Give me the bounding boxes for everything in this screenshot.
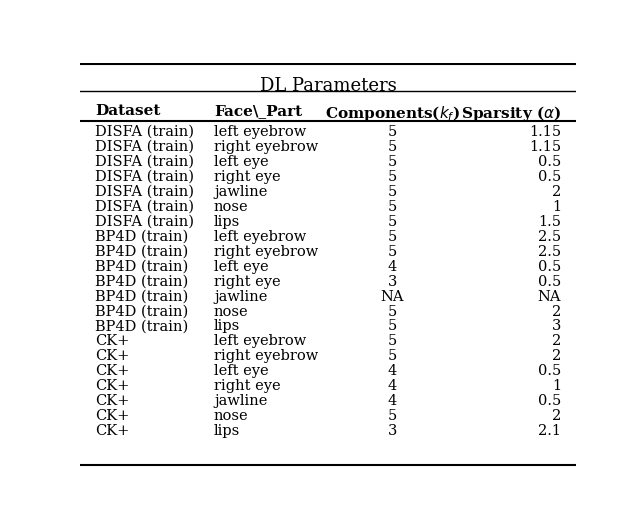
- Text: 5: 5: [388, 245, 397, 259]
- Text: 1.5: 1.5: [538, 215, 561, 229]
- Text: right eyebrow: right eyebrow: [214, 245, 318, 259]
- Text: right eyebrow: right eyebrow: [214, 349, 318, 363]
- Text: 5: 5: [388, 305, 397, 319]
- Text: 5: 5: [388, 199, 397, 214]
- Text: 5: 5: [388, 335, 397, 349]
- Text: left eye: left eye: [214, 259, 269, 274]
- Text: DISFA (train): DISFA (train): [95, 215, 194, 229]
- Text: 0.5: 0.5: [538, 365, 561, 378]
- Text: Face\_Part: Face\_Part: [214, 104, 302, 118]
- Text: 0.5: 0.5: [538, 394, 561, 408]
- Text: 0.5: 0.5: [538, 170, 561, 184]
- Text: BP4D (train): BP4D (train): [95, 319, 188, 333]
- Text: 2: 2: [552, 335, 561, 349]
- Text: left eye: left eye: [214, 155, 269, 169]
- Text: 5: 5: [388, 229, 397, 244]
- Text: 2: 2: [552, 305, 561, 319]
- Text: CK+: CK+: [95, 424, 129, 438]
- Text: lips: lips: [214, 215, 240, 229]
- Text: Sparsity ($\alpha$): Sparsity ($\alpha$): [461, 104, 561, 123]
- Text: Dataset: Dataset: [95, 104, 160, 118]
- Text: jawline: jawline: [214, 185, 268, 199]
- Text: CK+: CK+: [95, 335, 129, 349]
- Text: right eye: right eye: [214, 275, 280, 289]
- Text: 0.5: 0.5: [538, 259, 561, 274]
- Text: lips: lips: [214, 424, 240, 438]
- Text: BP4D (train): BP4D (train): [95, 275, 188, 289]
- Text: 4: 4: [388, 365, 397, 378]
- Text: CK+: CK+: [95, 409, 129, 423]
- Text: CK+: CK+: [95, 349, 129, 363]
- Text: 5: 5: [388, 170, 397, 184]
- Text: nose: nose: [214, 199, 248, 214]
- Text: left eyebrow: left eyebrow: [214, 125, 306, 139]
- Text: BP4D (train): BP4D (train): [95, 245, 188, 259]
- Text: 3: 3: [552, 319, 561, 333]
- Text: 1.15: 1.15: [529, 125, 561, 139]
- Text: right eyebrow: right eyebrow: [214, 140, 318, 154]
- Text: BP4D (train): BP4D (train): [95, 305, 188, 319]
- Text: 0.5: 0.5: [538, 155, 561, 169]
- Text: DL Parameters: DL Parameters: [260, 77, 396, 95]
- Text: 5: 5: [388, 185, 397, 199]
- Text: 2: 2: [552, 409, 561, 423]
- Text: 5: 5: [388, 155, 397, 169]
- Text: 4: 4: [388, 394, 397, 408]
- Text: 3: 3: [388, 275, 397, 289]
- Text: 5: 5: [388, 125, 397, 139]
- Text: jawline: jawline: [214, 394, 268, 408]
- Text: DISFA (train): DISFA (train): [95, 170, 194, 184]
- Text: BP4D (train): BP4D (train): [95, 229, 188, 244]
- Text: DISFA (train): DISFA (train): [95, 125, 194, 139]
- Text: NA: NA: [538, 289, 561, 304]
- Text: Components($k_f$): Components($k_f$): [325, 104, 460, 123]
- Text: 5: 5: [388, 319, 397, 333]
- Text: CK+: CK+: [95, 365, 129, 378]
- Text: CK+: CK+: [95, 379, 129, 393]
- Text: 2.5: 2.5: [538, 245, 561, 259]
- Text: lips: lips: [214, 319, 240, 333]
- Text: 1: 1: [552, 199, 561, 214]
- Text: 5: 5: [388, 215, 397, 229]
- Text: 5: 5: [388, 349, 397, 363]
- Text: left eyebrow: left eyebrow: [214, 229, 306, 244]
- Text: 2: 2: [552, 349, 561, 363]
- Text: DISFA (train): DISFA (train): [95, 199, 194, 214]
- Text: right eye: right eye: [214, 170, 280, 184]
- Text: jawline: jawline: [214, 289, 268, 304]
- Text: 0.5: 0.5: [538, 275, 561, 289]
- Text: 1.15: 1.15: [529, 140, 561, 154]
- Text: NA: NA: [381, 289, 404, 304]
- Text: 2.1: 2.1: [538, 424, 561, 438]
- Text: DISFA (train): DISFA (train): [95, 140, 194, 154]
- Text: 4: 4: [388, 379, 397, 393]
- Text: BP4D (train): BP4D (train): [95, 289, 188, 304]
- Text: BP4D (train): BP4D (train): [95, 259, 188, 274]
- Text: left eyebrow: left eyebrow: [214, 335, 306, 349]
- Text: CK+: CK+: [95, 394, 129, 408]
- Text: 1: 1: [552, 379, 561, 393]
- Text: 4: 4: [388, 259, 397, 274]
- Text: left eye: left eye: [214, 365, 269, 378]
- Text: nose: nose: [214, 409, 248, 423]
- Text: 2.5: 2.5: [538, 229, 561, 244]
- Text: right eye: right eye: [214, 379, 280, 393]
- Text: 5: 5: [388, 409, 397, 423]
- Text: nose: nose: [214, 305, 248, 319]
- Text: DISFA (train): DISFA (train): [95, 155, 194, 169]
- Text: 5: 5: [388, 140, 397, 154]
- Text: 3: 3: [388, 424, 397, 438]
- Text: 2: 2: [552, 185, 561, 199]
- Text: DISFA (train): DISFA (train): [95, 185, 194, 199]
